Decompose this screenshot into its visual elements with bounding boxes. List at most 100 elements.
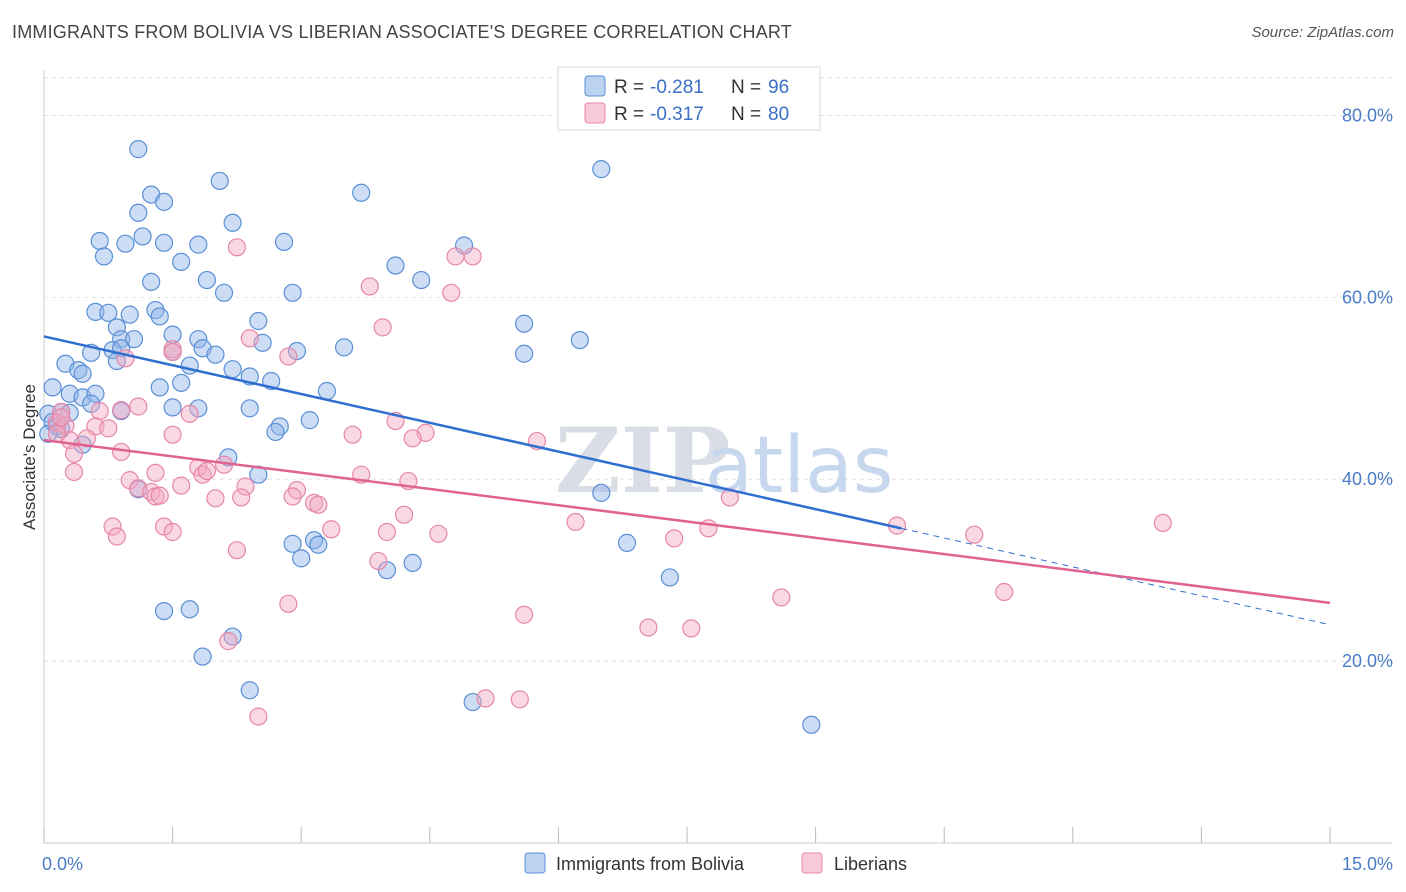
- point-bolivia-19: [197, 270, 216, 290]
- point-bolivia-78: [283, 534, 302, 553]
- point-liberians-50: [107, 527, 126, 546]
- chart-title: IMMIGRANTS FROM BOLIVIA VS LIBERIAN ASSO…: [12, 22, 792, 42]
- point-liberians-59: [965, 525, 984, 544]
- point-liberians-61: [227, 541, 246, 560]
- point-liberians-7: [279, 347, 298, 366]
- point-liberians-66: [515, 605, 534, 624]
- point-bolivia-21: [412, 270, 431, 290]
- y-tick-label-1: 40.0%: [1342, 469, 1393, 489]
- point-liberians-56: [665, 529, 684, 548]
- point-bolivia-87: [180, 600, 199, 619]
- axes: [43, 70, 1392, 844]
- bottom-legend-swatch-bolivia: [524, 852, 546, 874]
- watermark-zip: ZIP: [555, 408, 730, 514]
- point-bolivia-29: [515, 314, 534, 333]
- point-liberians-72: [249, 707, 268, 726]
- x-tick-labels: 0.0% 15.0%: [42, 854, 1393, 874]
- point-bolivia-44: [334, 338, 354, 357]
- point-bolivia-92: [802, 715, 821, 734]
- point-liberians-67: [639, 618, 658, 637]
- point-bolivia-36: [570, 330, 589, 350]
- legend-r-label-liberians: R =: [614, 104, 644, 125]
- point-bolivia-54: [43, 378, 62, 397]
- point-bolivia-15: [94, 247, 114, 266]
- point-bolivia-24: [99, 303, 118, 322]
- data-points: [39, 140, 1172, 734]
- point-liberians-63: [995, 582, 1014, 602]
- point-bolivia-60: [317, 381, 337, 401]
- point-liberians-26: [64, 444, 84, 463]
- point-liberians-9: [52, 402, 71, 422]
- legend-n-value-bolivia: 96: [768, 77, 789, 98]
- point-liberians-22: [343, 425, 362, 444]
- legend-n-label-liberians: N =: [731, 104, 761, 125]
- point-bolivia-90: [240, 681, 259, 700]
- point-liberians-74: [446, 247, 465, 266]
- point-liberians-77: [150, 486, 169, 505]
- point-bolivia-17: [386, 256, 405, 275]
- point-liberians-24: [403, 429, 422, 448]
- point-liberians-41: [206, 489, 225, 508]
- point-bolivia-3: [352, 183, 371, 202]
- point-bolivia-18: [142, 272, 161, 291]
- point-liberians-64: [772, 588, 791, 607]
- x-tick-label-1: 15.0%: [1342, 854, 1393, 874]
- point-bolivia-16: [172, 252, 191, 271]
- trend-line-bolivia: [43, 335, 902, 530]
- point-bolivia-30: [107, 318, 126, 337]
- point-liberians-10: [90, 401, 109, 421]
- source-label: Source: ZipAtlas.com: [1251, 24, 1394, 41]
- point-bolivia-22: [283, 283, 302, 302]
- y-tick-label-3: 80.0%: [1342, 105, 1393, 125]
- legend-top: R = -0.281 N = 96 R = -0.317 N = 80: [557, 66, 821, 131]
- watermark: ZIP atlas: [555, 408, 894, 514]
- point-liberians-42: [232, 488, 251, 507]
- point-liberians-33: [236, 477, 255, 496]
- bottom-legend-swatch-liberians: [801, 852, 823, 874]
- point-liberians-68: [682, 619, 701, 638]
- point-bolivia-28: [249, 311, 268, 331]
- legend-r-value-bolivia: -0.281: [650, 77, 704, 98]
- y-axis-label: Associate's Degree: [20, 384, 39, 530]
- point-bolivia-27: [150, 307, 169, 326]
- point-liberians-51: [322, 520, 341, 539]
- point-liberians-5: [240, 329, 259, 348]
- point-bolivia-4: [592, 160, 611, 179]
- point-liberians-49: [163, 522, 182, 542]
- legend-swatch-bolivia: [584, 75, 606, 97]
- legend-r-label-bolivia: R =: [614, 77, 644, 98]
- point-bolivia-25: [120, 305, 139, 324]
- point-liberians-17: [99, 419, 118, 438]
- legend-bottom: Immigrants from Bolivia Liberians: [524, 852, 907, 874]
- trend-line-bolivia-extension: [901, 527, 1331, 626]
- point-bolivia-62: [163, 398, 182, 417]
- trend-line-liberians: [43, 438, 1331, 605]
- point-bolivia-11: [154, 233, 174, 252]
- point-liberians-46: [394, 505, 414, 524]
- point-bolivia-85: [660, 568, 679, 587]
- point-bolivia-6: [154, 192, 174, 211]
- point-liberians-30: [64, 462, 84, 482]
- point-liberians-65: [279, 594, 298, 613]
- point-bolivia-2: [210, 171, 229, 191]
- point-liberians-73: [163, 342, 182, 362]
- y-tick-labels: 20.0% 40.0% 60.0% 80.0%: [1342, 105, 1393, 671]
- point-bolivia-20: [214, 283, 234, 302]
- point-bolivia-5: [129, 203, 148, 222]
- point-liberians-2: [360, 277, 379, 296]
- point-liberians-76: [197, 461, 216, 481]
- point-bolivia-70: [300, 411, 319, 430]
- point-bolivia-12: [189, 235, 208, 254]
- y-tick-label-2: 60.0%: [1342, 287, 1393, 307]
- point-liberians-71: [510, 690, 529, 709]
- point-liberians-43: [283, 487, 302, 506]
- point-liberians-70: [476, 689, 495, 708]
- point-liberians-1: [463, 247, 482, 266]
- point-liberians-27: [112, 442, 131, 462]
- legend-swatch-liberians: [584, 102, 606, 124]
- point-bolivia-72: [266, 422, 285, 442]
- point-liberians-21: [163, 425, 182, 444]
- point-bolivia-33: [124, 330, 144, 349]
- point-liberians-75: [52, 408, 71, 427]
